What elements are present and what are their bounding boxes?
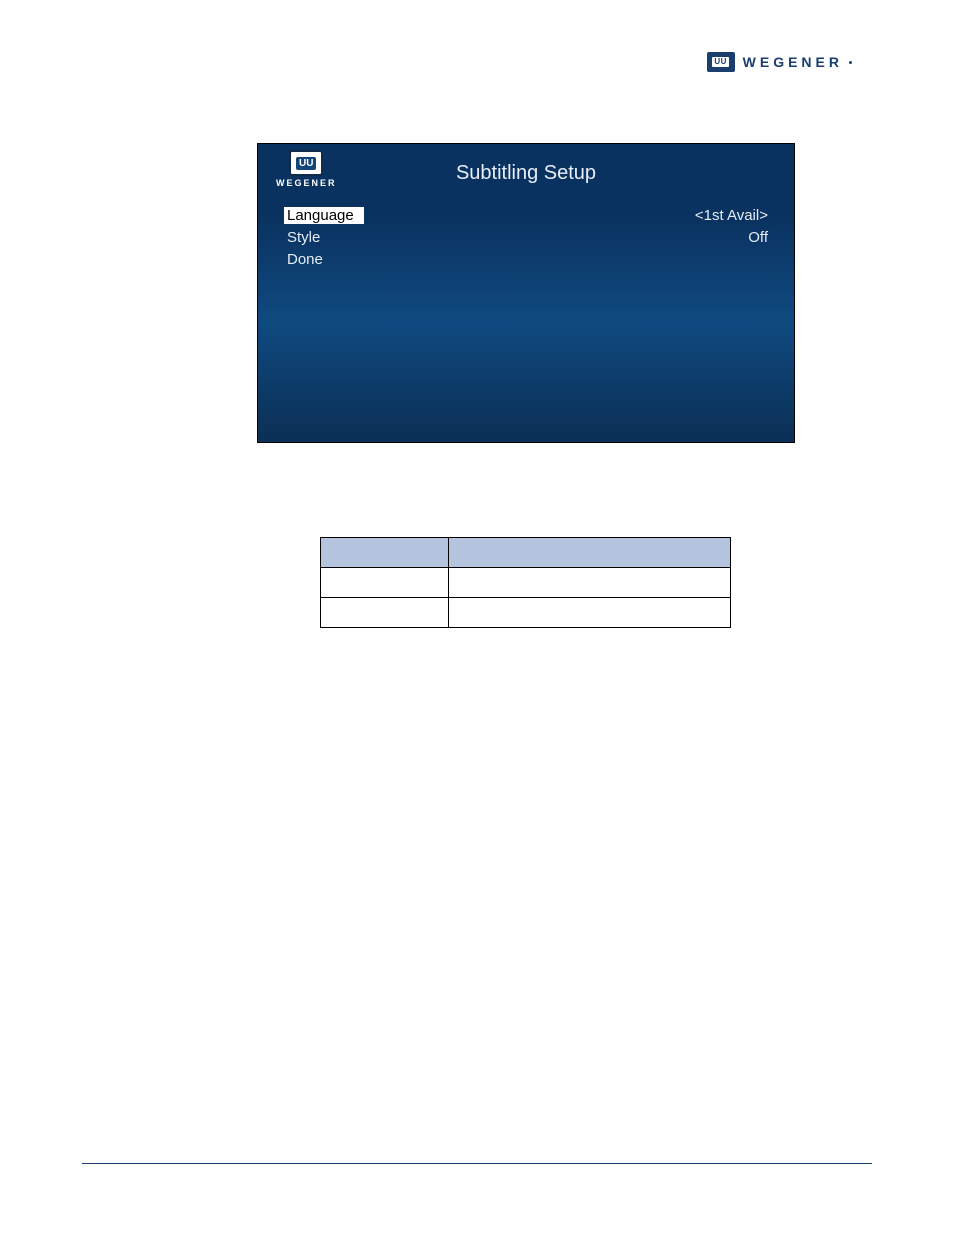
menu-item-label: Done [284,251,364,268]
brand-logo-box: UU [707,52,735,72]
table-cell [321,598,449,628]
brand-uu-text: UU [712,57,729,67]
menu-item-value: Off [748,229,768,246]
menu-item-value: <1st Avail> [695,207,768,224]
footer-rule [82,1163,872,1164]
brand-name: WEGENER [743,54,843,70]
menu-item-style[interactable]: Style Off [258,226,794,248]
info-table [320,537,731,628]
page-brand: UU WEGENER [707,52,852,72]
device-menu-list: Language <1st Avail> Style Off Done [258,204,794,270]
menu-item-label: Language [284,207,364,224]
brand-dot-icon [849,61,852,64]
menu-item-language[interactable]: Language <1st Avail> [258,204,794,226]
table-header-cell [448,538,730,568]
table-row [321,568,731,598]
device-title: Subtitling Setup [258,162,794,185]
menu-item-label: Style [284,229,364,246]
table-cell [448,568,730,598]
table-cell [321,568,449,598]
device-screenshot: UU WEGENER Subtitling Setup Language <1s… [257,143,795,443]
device-header: UU WEGENER Subtitling Setup [258,144,794,202]
menu-item-done[interactable]: Done [258,248,794,270]
table-row [321,598,731,628]
table-header-cell [321,538,449,568]
table-header-row [321,538,731,568]
table-cell [448,598,730,628]
